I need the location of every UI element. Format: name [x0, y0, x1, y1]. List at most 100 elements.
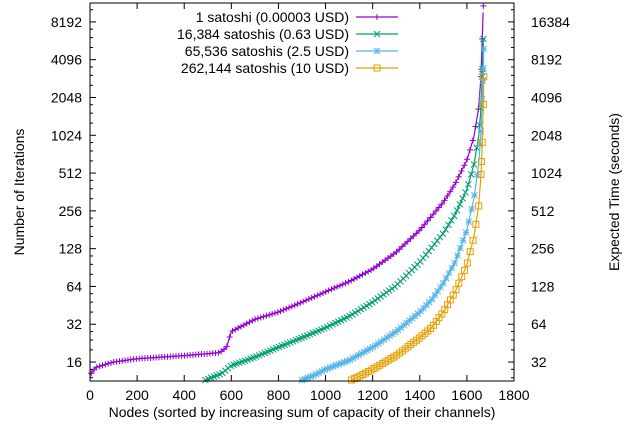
data-point	[263, 312, 270, 319]
data-point	[286, 304, 293, 311]
data-point	[102, 361, 109, 368]
data-point	[374, 295, 382, 302]
data-point	[221, 346, 228, 353]
data-point	[393, 248, 400, 255]
data-point	[466, 248, 474, 256]
y-tick-label: 16	[66, 354, 82, 370]
legend-label: 16,384 satoshis (0.63 USD)	[177, 26, 349, 42]
data-point	[298, 376, 306, 384]
data-point	[301, 375, 309, 383]
data-point	[107, 359, 114, 366]
data-point	[283, 305, 290, 312]
x-tick-label: 0	[86, 387, 94, 403]
data-point	[459, 194, 467, 202]
legend-marker	[373, 64, 381, 72]
x-tick-label: 1200	[357, 387, 388, 403]
y2-tick-label: 512	[531, 203, 555, 219]
data-point	[450, 212, 458, 220]
data-point	[105, 360, 112, 367]
data-point	[322, 288, 329, 295]
data-point	[363, 347, 371, 354]
data-point	[459, 236, 467, 244]
data-point	[277, 308, 284, 315]
data-point	[303, 297, 310, 304]
data-point	[404, 238, 411, 245]
data-point	[477, 128, 485, 135]
data-point	[453, 207, 461, 214]
data-point	[430, 211, 437, 218]
data-point	[345, 278, 352, 285]
data-point	[447, 188, 454, 195]
data-point	[215, 349, 222, 356]
data-point	[305, 296, 312, 303]
data-point	[329, 363, 337, 370]
data-point	[309, 372, 317, 380]
data-point	[96, 363, 103, 370]
data-point	[349, 354, 357, 362]
data-point	[307, 373, 314, 381]
x-tick-label: 200	[125, 387, 149, 403]
data-point	[291, 302, 298, 309]
data-point	[480, 45, 488, 53]
data-point	[355, 351, 362, 359]
data-point	[461, 162, 468, 169]
y-tick-label: 1024	[51, 127, 82, 143]
data-point	[478, 138, 486, 146]
data-point	[294, 301, 301, 308]
y2-tick-label: 4096	[531, 89, 562, 105]
data-point	[447, 217, 455, 224]
data-point	[243, 320, 250, 327]
data-point	[369, 343, 377, 351]
series-1	[88, 2, 487, 377]
data-point	[377, 293, 385, 300]
series-layer	[88, 2, 488, 384]
y-tick-label: 32	[66, 316, 82, 332]
data-point	[380, 291, 387, 298]
x-tick-label: 400	[173, 387, 197, 403]
data-point	[257, 314, 264, 321]
x-axis-label: Nodes (sorted by increasing sum of capac…	[109, 404, 496, 420]
data-point	[475, 202, 483, 210]
data-point	[386, 332, 393, 340]
y-tick-label: 512	[59, 165, 83, 181]
y2-tick-label: 1024	[531, 165, 562, 181]
y-tick-label: 2048	[51, 89, 82, 105]
data-point	[401, 240, 408, 247]
data-point	[352, 353, 360, 361]
data-point	[462, 229, 470, 236]
data-point	[93, 364, 100, 371]
data-point	[351, 275, 358, 282]
y-axis-label: Number of Iterations	[11, 129, 27, 256]
data-point	[356, 272, 363, 279]
legend-label: 262,144 satoshis (10 USD)	[181, 60, 349, 76]
data-point	[468, 205, 475, 213]
data-point	[471, 191, 478, 199]
data-point	[388, 285, 396, 292]
data-point	[341, 358, 348, 366]
plot-frame	[89, 2, 515, 382]
data-point	[271, 310, 278, 317]
legend-marker	[373, 47, 381, 55]
x-tick-label: 1600	[451, 387, 482, 403]
data-point	[478, 95, 486, 103]
y-tick-label: 64	[66, 278, 82, 294]
data-point	[458, 168, 465, 175]
data-point	[469, 236, 477, 244]
data-point	[461, 266, 469, 274]
data-point	[416, 227, 423, 234]
data-point	[383, 334, 391, 342]
x-tick-label: 600	[220, 387, 244, 403]
data-point	[260, 313, 267, 320]
data-point	[348, 277, 355, 284]
data-point	[338, 359, 345, 367]
data-point	[315, 369, 323, 377]
data-point	[372, 341, 379, 349]
data-point	[252, 316, 259, 323]
data-point	[470, 161, 478, 168]
data-point	[318, 367, 326, 375]
legend-label: 1 satoshi (0.00003 USD)	[196, 9, 349, 25]
data-point	[328, 286, 335, 293]
y2-tick-label: 32	[531, 354, 547, 370]
data-point	[442, 274, 450, 282]
